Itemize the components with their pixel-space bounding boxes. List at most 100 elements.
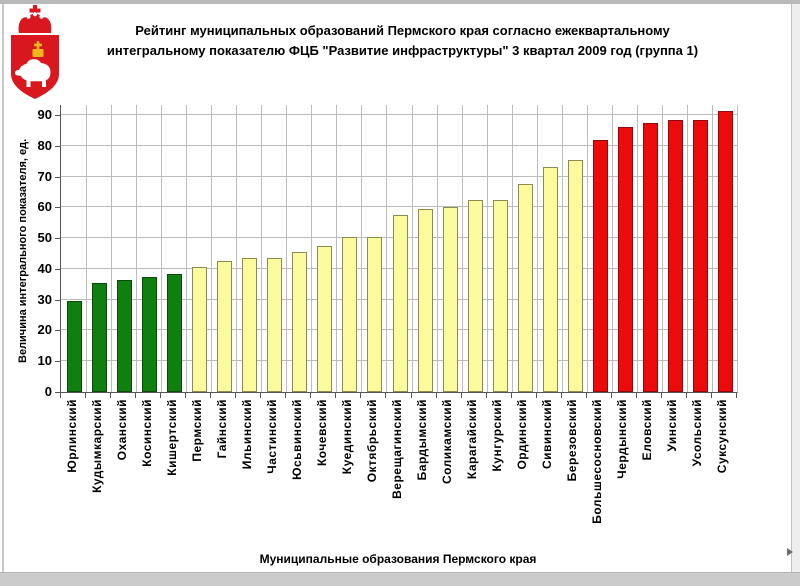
x-axis-label: Юрлинский [64,399,79,473]
vertical-gridline [636,105,638,392]
bar-Большесосновский [592,139,608,392]
x-axis-label: Карагайский [465,399,480,480]
bar-Кудымкарский [92,282,108,392]
x-tick [310,393,312,398]
resize-arrow-icon [787,548,793,556]
vertical-gridline [311,105,313,392]
x-axis-label: Косинский [139,399,154,467]
x-tick [410,393,412,398]
bar-Ординский [517,184,533,392]
chart-title-line-1: Рейтинг муниципальных образований Пермск… [135,23,670,38]
y-tick-label: 70 [37,168,52,184]
x-axis-label: Частинский [264,399,279,474]
y-tick-label: 20 [37,322,52,338]
vertical-gridline [586,105,588,392]
y-tick [55,238,60,240]
y-tick [55,330,60,332]
y-tick [55,361,60,363]
vertical-gridline [561,105,563,392]
bar-Ильинский [242,258,258,392]
x-axis-label: Ординский [515,399,530,470]
x-tick [736,393,737,398]
x-tick [585,393,587,398]
x-tick [635,393,637,398]
y-tick-label: 10 [37,353,52,369]
x-tick [610,393,612,398]
vertical-gridline [536,105,538,392]
bar-Оханский [117,279,133,392]
vertical-gridline [386,105,388,392]
vertical-gridline [86,105,88,392]
bar-Кишертский [167,273,183,392]
bar-Юрлинский [67,301,83,392]
x-tick [85,393,87,398]
bar-Гайнский [217,261,233,392]
bar-Октябрьский [367,236,383,392]
horizontal-gridline [61,206,737,208]
x-tick [185,393,187,398]
vertical-gridline [611,105,613,392]
x-axis-label: Еловский [640,399,655,461]
x-tick [235,393,237,398]
x-tick [560,393,562,398]
x-tick [485,393,487,398]
vertical-gridline [436,105,438,392]
bar-Косинский [142,276,158,392]
vertical-gridline [661,105,663,392]
frame-bottom-border [0,572,800,586]
x-tick [535,393,537,398]
x-axis-label: Кочевский [314,399,329,467]
perm-krai-coat-of-arms-icon [8,4,62,102]
x-tick [385,393,387,398]
bar-Еловский [642,122,658,392]
vertical-gridline [161,105,163,392]
y-tick [55,145,60,147]
bar-Верещагинский [392,215,408,392]
x-axis-label: Сивинский [540,399,555,469]
x-tick [260,393,262,398]
y-tick [55,268,60,270]
x-axis-label: Большесосновский [590,399,605,524]
vertical-gridline [336,105,338,392]
vertical-gridline [711,105,713,392]
x-axis-label: Ильинский [239,399,254,470]
y-tick-label: 50 [37,230,52,246]
x-axis-label: Усольский [690,399,705,467]
vertical-gridline [361,105,363,392]
x-axis-label: Октябрьский [364,399,379,483]
vertical-gridline [511,105,513,392]
vertical-gridline [411,105,413,392]
bar-Кочевский [317,245,333,392]
y-tick-label: 0 [44,384,52,399]
vertical-gridline [261,105,263,392]
x-axis-label: Березовский [565,399,580,482]
x-axis-label: Уинский [665,399,680,452]
x-tick [110,393,112,398]
y-tick [55,176,60,178]
horizontal-gridline [61,175,737,177]
x-tick [460,393,462,398]
x-tick [360,393,362,398]
y-tick-label: 30 [37,291,52,307]
bar-Сивинский [542,167,558,392]
x-axis-label: Кунгурский [490,399,505,472]
y-tick [55,299,60,301]
x-axis-label: Кудымкарский [89,399,104,493]
horizontal-gridline [61,114,737,116]
vertical-gridline [211,105,213,392]
bar-Кунгурский [492,199,508,392]
chart-title-line-2: интегральному показателю ФЦБ "Развитие и… [106,43,699,58]
x-axis-label: Юсьвинский [289,399,304,480]
x-tick [60,393,61,398]
vertical-gridline [111,105,113,392]
bar-Бардымский [417,208,433,392]
plot-area [60,105,738,393]
vertical-gridline [461,105,463,392]
vertical-gridline [236,105,238,392]
bar-Березовский [567,159,583,392]
vertical-gridline [186,105,188,392]
x-tick [710,393,712,398]
y-tick [55,115,60,117]
bar-Пермский [192,267,208,392]
